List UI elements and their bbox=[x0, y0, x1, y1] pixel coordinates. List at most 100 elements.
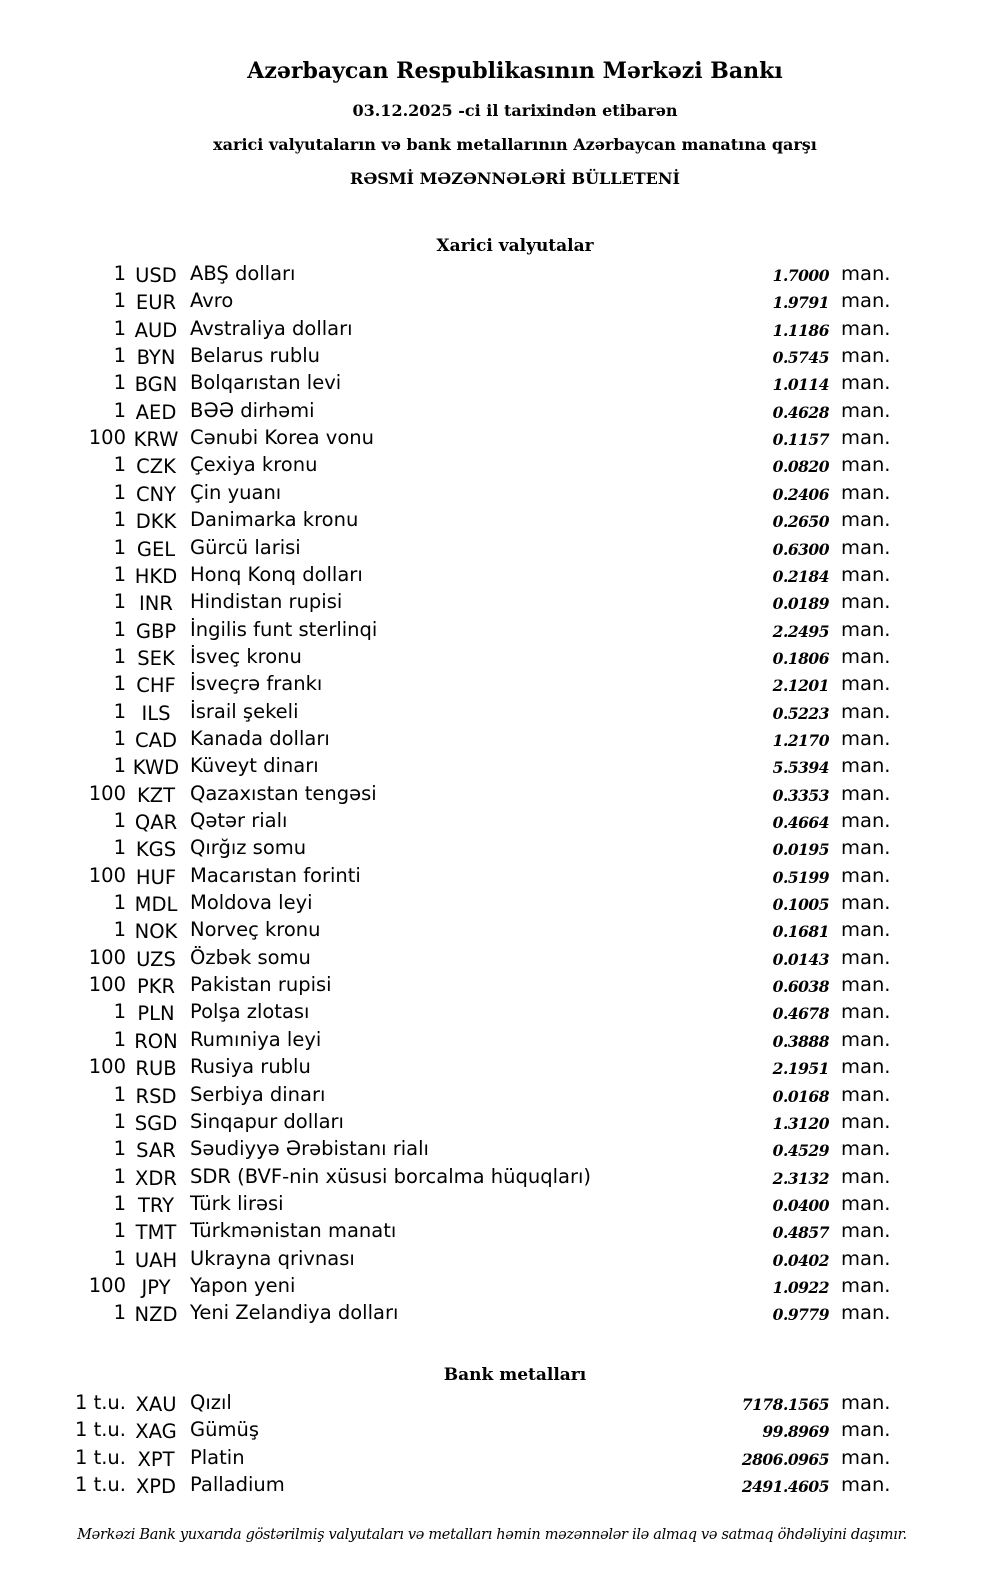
currency-name: Qazaxıstan tengəsi bbox=[190, 781, 377, 805]
rate-value: 0.0189 bbox=[772, 594, 830, 614]
unit: man. bbox=[841, 945, 891, 969]
rate-value: 2491.4605 bbox=[741, 1477, 830, 1497]
rate-row: 1 RSD Serbiya dinarı 0.0168 man. bbox=[0, 1083, 984, 1111]
currency-name: Qırğız somu bbox=[190, 836, 307, 860]
nominal: 100 bbox=[88, 1055, 126, 1079]
unit: man. bbox=[841, 1301, 891, 1325]
rate-value: 0.1806 bbox=[772, 648, 830, 668]
rate-value: 2.1951 bbox=[772, 1059, 830, 1079]
currency-name: İsveçrə frankı bbox=[190, 672, 323, 696]
unit: man. bbox=[841, 1473, 891, 1497]
rate-row: 1 PLN Polşa zlotası 0.4678 man. bbox=[0, 1000, 984, 1028]
nominal: 1 bbox=[113, 644, 126, 668]
rate-row: 1 MDL Moldova leyi 0.1005 man. bbox=[0, 891, 984, 919]
unit: man. bbox=[841, 508, 891, 532]
rate-value: 0.5745 bbox=[772, 348, 830, 368]
currency-name: Türk lirəsi bbox=[190, 1191, 284, 1215]
currency-name: Palladium bbox=[190, 1473, 285, 1497]
rate-row: 1 RON Rumıniya leyi 0.3888 man. bbox=[0, 1028, 984, 1056]
currency-name: Səudiyyə Ərəbistanı rialı bbox=[190, 1137, 429, 1161]
currency-name: Macarıstan forinti bbox=[190, 863, 361, 887]
currency-name: Norveç kronu bbox=[190, 918, 321, 942]
rate-row: 1 t.u. XPT Platin 2806.0965 man. bbox=[0, 1446, 984, 1474]
rate-row: 1 AED BƏƏ dirhəmi 0.4628 man. bbox=[0, 399, 984, 427]
unit: man. bbox=[841, 426, 891, 450]
currency-code: XPT bbox=[137, 1447, 175, 1471]
rate-value: 0.4628 bbox=[772, 402, 830, 422]
unit: man. bbox=[841, 1246, 891, 1270]
currency-code: MDL bbox=[134, 893, 178, 917]
unit: man. bbox=[841, 699, 891, 723]
unit: man. bbox=[841, 1000, 891, 1024]
rate-row: 1 USD ABŞ dolları 1.7000 man. bbox=[0, 262, 984, 290]
currency-code: INR bbox=[139, 592, 173, 616]
unit: man. bbox=[841, 1109, 891, 1133]
rate-value: 0.9779 bbox=[772, 1305, 830, 1325]
currency-code: BGN bbox=[134, 373, 178, 397]
currency-name: Küveyt dinarı bbox=[190, 754, 319, 778]
rate-row: 1 AUD Avstraliya dolları 1.1186 man. bbox=[0, 317, 984, 345]
currency-name: Qətər rialı bbox=[190, 809, 288, 832]
unit: man. bbox=[841, 726, 891, 750]
rate-row: 100 PKR Pakistan rupisi 0.6038 man. bbox=[0, 973, 984, 1001]
currency-name: Rusiya rublu bbox=[190, 1055, 311, 1079]
currency-name: Belarus rublu bbox=[190, 344, 321, 368]
unit: man. bbox=[841, 617, 891, 641]
currency-name: Avro bbox=[190, 289, 234, 313]
nominal: 1 bbox=[113, 590, 126, 614]
unit: man. bbox=[841, 480, 891, 504]
nominal: 1 bbox=[113, 480, 126, 504]
rate-value: 99.8969 bbox=[762, 1422, 829, 1442]
nominal: 1 bbox=[113, 809, 126, 832]
currency-code: AED bbox=[135, 400, 177, 424]
rate-value: 0.5199 bbox=[772, 867, 830, 887]
rate-value: 0.6300 bbox=[772, 539, 830, 559]
currency-code: NOK bbox=[134, 920, 178, 944]
rate-value: 0.6038 bbox=[772, 977, 830, 997]
nominal: 1 bbox=[113, 726, 126, 750]
nominal: 1 bbox=[113, 699, 126, 723]
currencies-section-title: Xarici valyutalar bbox=[436, 236, 594, 256]
rate-row: 100 RUB Rusiya rublu 2.1951 man. bbox=[0, 1055, 984, 1083]
nominal: 1 bbox=[113, 344, 126, 368]
rate-row: 1 t.u. XAU Qızıl 7178.1565 man. bbox=[0, 1391, 984, 1419]
nominal: 1 bbox=[113, 836, 126, 860]
currency-code: CHF bbox=[136, 674, 176, 698]
nominal: 1 t.u. bbox=[74, 1473, 126, 1497]
currency-name: Yeni Zelandiya dolları bbox=[190, 1301, 399, 1325]
nominal: 1 bbox=[113, 562, 126, 586]
nominal: 1 bbox=[113, 617, 126, 641]
currency-code: HKD bbox=[134, 564, 178, 588]
rate-row: 100 UZS Özbək somu 0.0143 man. bbox=[0, 946, 984, 974]
rate-value: 0.0195 bbox=[772, 840, 830, 860]
rate-value: 0.0143 bbox=[772, 949, 830, 969]
rate-value: 0.0820 bbox=[772, 457, 830, 477]
currency-name: Platin bbox=[190, 1445, 245, 1469]
currency-code: CZK bbox=[136, 455, 176, 479]
currency-code: GEL bbox=[136, 537, 176, 561]
disclaimer: Mərkəzi Bank yuxarıda göstərilmiş valyut… bbox=[77, 1527, 907, 1543]
nominal: 1 bbox=[113, 1301, 126, 1325]
rate-row: 1 t.u. XAG Gümüş 99.8969 man. bbox=[0, 1418, 984, 1446]
nominal: 100 bbox=[88, 945, 126, 969]
currency-code: XDR bbox=[135, 1166, 177, 1190]
rate-row: 1 CNY Çin yuanı 0.2406 man. bbox=[0, 481, 984, 509]
rate-value: 2.3132 bbox=[772, 1168, 830, 1188]
currency-code: TMT bbox=[135, 1221, 177, 1245]
rate-row: 1 t.u. XPD Palladium 2491.4605 man. bbox=[0, 1473, 984, 1501]
rate-value: 1.0114 bbox=[772, 375, 830, 395]
nominal: 1 t.u. bbox=[74, 1418, 126, 1442]
currency-name: Bolqarıstan levi bbox=[190, 371, 342, 395]
rate-value: 0.2184 bbox=[772, 566, 830, 586]
rate-row: 1 CZK Çexiya kronu 0.0820 man. bbox=[0, 453, 984, 481]
rate-row: 1 SAR Səudiyyə Ərəbistanı rialı 0.4529 man. bbox=[0, 1137, 984, 1165]
unit: man. bbox=[841, 344, 891, 368]
currency-code: PLN bbox=[137, 1002, 175, 1026]
rate-value: 0.4678 bbox=[772, 1004, 830, 1024]
unit: man. bbox=[841, 973, 891, 997]
currency-name: İsrail şekeli bbox=[190, 699, 299, 723]
unit: man. bbox=[841, 1273, 891, 1297]
currency-name: Danimarka kronu bbox=[190, 508, 359, 532]
unit: man. bbox=[841, 1191, 891, 1215]
